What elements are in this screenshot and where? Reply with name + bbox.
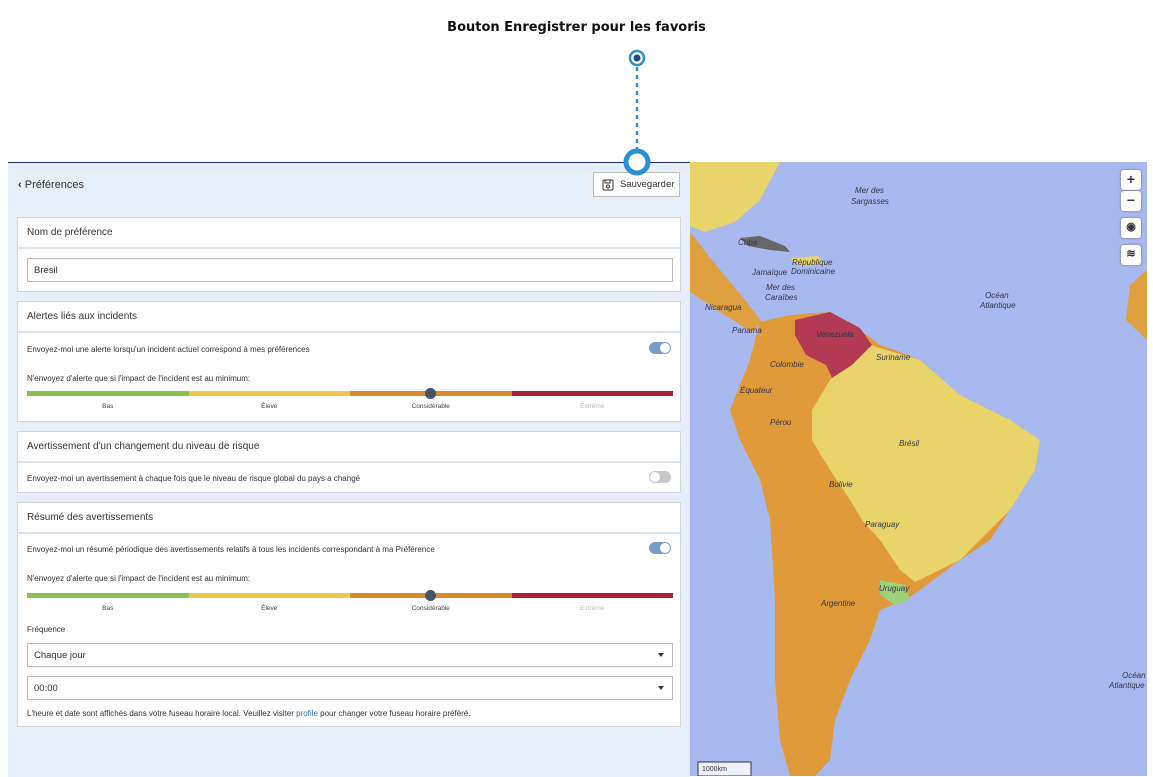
section-title: Avertissement d'un changement du niveau … bbox=[27, 441, 260, 452]
map-scale: 1000km bbox=[702, 766, 727, 773]
name-input[interactable]: Bresil bbox=[27, 258, 673, 282]
preferences-panel: ‹ Préférences Sauvegarder Nom de préfére… bbox=[8, 162, 690, 777]
map-svg: Mer des Sargasses Cuba République Domini… bbox=[690, 162, 1147, 776]
map-label: Bolivie bbox=[829, 480, 853, 489]
map-label: Colombie bbox=[770, 360, 804, 369]
map-label: Cuba bbox=[738, 238, 758, 247]
locate-button[interactable]: ◉ bbox=[1121, 218, 1141, 238]
toggle[interactable] bbox=[649, 542, 671, 554]
slider-knob[interactable] bbox=[425, 590, 437, 601]
toggle-label: Envoyez-moi un avertissement à chaque fo… bbox=[27, 474, 361, 483]
zoom-in[interactable]: + bbox=[1121, 170, 1141, 190]
map-label: Sargasses bbox=[851, 197, 889, 206]
zoom-out[interactable]: − bbox=[1121, 191, 1141, 211]
map-label: Jamaïque bbox=[751, 268, 788, 277]
back-text: Préférences bbox=[24, 179, 85, 191]
toggle-label: Envoyez-moi une alerte lorsqu'un inciden… bbox=[27, 345, 310, 354]
map-label: République bbox=[792, 258, 833, 267]
annotation-label: Bouton Enregistrer pour les favoris bbox=[447, 20, 706, 35]
level-label: Extrême bbox=[580, 403, 605, 410]
map-label: Pérou bbox=[770, 418, 792, 427]
toggle[interactable] bbox=[649, 471, 671, 483]
time-select[interactable]: 00:00 bbox=[27, 676, 673, 700]
map-label: Suriname bbox=[876, 353, 911, 362]
level-segment bbox=[511, 593, 673, 598]
save-icon bbox=[602, 179, 614, 191]
save-text: Sauvegarder bbox=[620, 179, 675, 190]
map-label: Océan bbox=[985, 291, 1009, 300]
section-title: Nom de préférence bbox=[27, 227, 113, 238]
level-label: Considérable bbox=[411, 605, 450, 612]
impact-label: N'envoyez d'alerte que si l'impact de l'… bbox=[27, 374, 251, 383]
map-label: Venezuela bbox=[816, 330, 854, 339]
level-segment bbox=[27, 593, 189, 598]
note-text: L'heure et date sont affichés dans votre… bbox=[27, 709, 294, 718]
map-label: Mer des bbox=[766, 283, 795, 292]
slider-knob[interactable] bbox=[425, 388, 437, 399]
section-name: Nom de préférence Bresil bbox=[17, 217, 681, 292]
impact-label: N'envoyez d'alerte que si l'impact de l'… bbox=[27, 574, 251, 583]
level-label: Considérable bbox=[411, 403, 450, 410]
map-label: Mer des bbox=[855, 186, 884, 195]
section-title: Alertes liés aux incidents bbox=[27, 311, 138, 322]
level-segment bbox=[188, 391, 350, 396]
map-label: Caraïbes bbox=[765, 293, 797, 302]
section-title: Résumé des avertissements bbox=[27, 512, 154, 523]
level-label: Extrême bbox=[580, 605, 605, 612]
level-segment bbox=[188, 593, 350, 598]
frequency-value: Chaque jour bbox=[34, 650, 86, 661]
level-segment bbox=[27, 391, 189, 396]
layers-button[interactable]: ≋ bbox=[1121, 245, 1141, 265]
level-segment bbox=[511, 391, 673, 396]
section-incident: Alertes liés aux incidents Envoyez-moi u… bbox=[17, 301, 681, 422]
map-label: Équateur bbox=[740, 386, 773, 395]
map-label: Dominicaine bbox=[791, 267, 836, 276]
map-label: Argentine bbox=[820, 599, 856, 608]
profile-link[interactable]: profile bbox=[296, 709, 318, 718]
map-label: Océan bbox=[1122, 671, 1146, 680]
back-link[interactable]: ‹ Préférences bbox=[18, 179, 85, 191]
frequency-select[interactable]: Chaque jour bbox=[27, 643, 673, 667]
map-label: Atlantique bbox=[979, 301, 1016, 310]
section-summary: Résumé des avertissements Envoyez-moi un… bbox=[17, 502, 681, 727]
map-label: Atlantique bbox=[1108, 681, 1145, 690]
map-label: Panama bbox=[732, 326, 762, 335]
map-label: Paraguay bbox=[865, 520, 900, 529]
section-risk: Avertissement d'un changement du niveau … bbox=[17, 431, 681, 493]
note-text: pour changer votre fuseau horaire préfér… bbox=[320, 709, 471, 718]
level-label: Élevé bbox=[261, 605, 278, 612]
toggle-label: Envoyez-moi un résumé périodique des ave… bbox=[27, 545, 435, 554]
map[interactable]: Mer des Sargasses Cuba République Domini… bbox=[690, 162, 1147, 776]
time-value: 00:00 bbox=[34, 683, 58, 694]
timezone-note: L'heure et date sont affichés dans votre… bbox=[27, 709, 470, 718]
map-label: Uruguay bbox=[879, 584, 910, 593]
level-label: Bas bbox=[102, 403, 114, 410]
level-label: Bas bbox=[102, 605, 114, 612]
annotation-pointer bbox=[623, 49, 651, 176]
map-label: Brésil bbox=[899, 439, 919, 448]
level-label: Élevé bbox=[261, 403, 278, 410]
toggle[interactable] bbox=[649, 342, 671, 354]
map-label: Nicaragua bbox=[705, 303, 742, 312]
frequency-label: Fréquence bbox=[27, 625, 66, 634]
